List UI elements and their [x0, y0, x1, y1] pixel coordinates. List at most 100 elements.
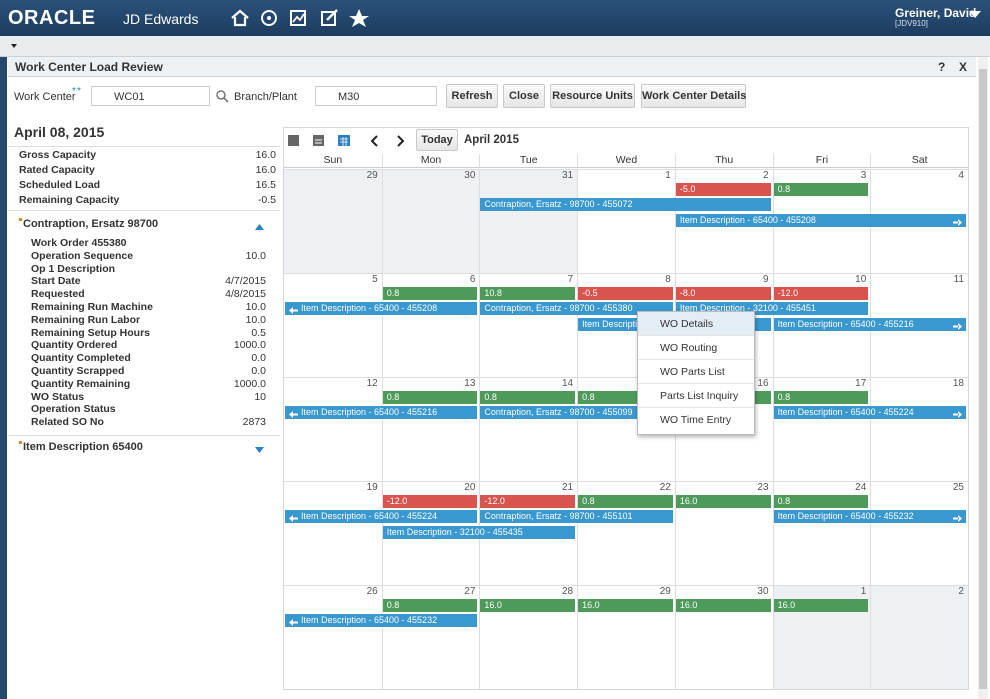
divider — [8, 435, 280, 436]
toggle-icon[interactable] — [255, 221, 264, 233]
close[interactable]: X — [959, 60, 968, 74]
load-chip[interactable]: 0.8 — [578, 495, 673, 508]
load-chip[interactable]: 16.0 — [675, 599, 771, 612]
day-cell[interactable] — [284, 273, 382, 377]
day-number: 19 — [366, 482, 378, 493]
menu-item[interactable]: Parts List Inquiry — [638, 384, 754, 408]
menu-item[interactable]: WO Details — [638, 312, 754, 336]
load-chip[interactable]: 0.8 — [480, 391, 576, 404]
scrollbar[interactable] — [978, 57, 988, 699]
load-chip[interactable]: 0.8 — [773, 183, 869, 196]
order-bar[interactable]: Item Description - 65400 - 455216 — [773, 318, 966, 331]
load-chip[interactable]: -5.0 — [675, 183, 771, 196]
order-bar[interactable]: Item Description - 65400 - 455216 — [285, 406, 478, 419]
detail-value: 10.0 — [245, 249, 266, 262]
order-bar[interactable]: Item Description - 65400 - 455208 — [675, 214, 966, 227]
load-chip[interactable]: -12.0 — [480, 495, 576, 508]
order-label: Contraption, Ersatz - 98700 - 455099 — [484, 407, 633, 417]
user-name[interactable]: Greiner, David — [895, 6, 977, 20]
day-cell[interactable] — [870, 481, 968, 585]
detail-label: Quantity Completed — [31, 352, 131, 365]
continue-arrow — [952, 217, 962, 227]
load-chip[interactable]: -8.0 — [675, 287, 771, 300]
load-chip[interactable]: 10.8 — [480, 287, 576, 300]
day-cell[interactable] — [284, 377, 382, 481]
day-number: 12 — [366, 378, 378, 389]
section-title[interactable]: Item Description 65400 — [23, 441, 143, 453]
today-button[interactable]: Today — [416, 129, 458, 151]
view-icons[interactable] — [288, 134, 358, 147]
toggle-icon[interactable] — [255, 444, 264, 456]
order-bar[interactable]: Contraption, Ersatz - 98700 - 455380 — [480, 302, 673, 315]
order-bar[interactable]: Item Description - 65400 - 455232 — [285, 614, 478, 627]
menu-item[interactable]: WO Routing — [638, 336, 754, 360]
button[interactable]: Work Center Details — [641, 84, 746, 108]
continue-arrow — [952, 409, 962, 419]
day-number: 4 — [958, 170, 964, 181]
day-cell[interactable] — [381, 169, 480, 273]
day-cell[interactable] — [284, 585, 382, 689]
capacity-value: 16.5 — [255, 179, 276, 191]
detail-label: WO Status — [31, 390, 85, 403]
order-bar[interactable]: Item Description - 65400 - 455224 — [285, 510, 478, 523]
day-cell[interactable] — [870, 585, 968, 689]
load-chip[interactable]: 0.8 — [773, 391, 869, 404]
capacity-value: -0.5 — [257, 194, 276, 206]
section-title[interactable]: Contraption, Ersatz 98700 — [23, 218, 159, 230]
day-number: 22 — [659, 482, 671, 493]
load-chip[interactable]: 16.0 — [480, 599, 576, 612]
top-bar: ORACLE JD Edwards Greiner, David [JDV910… — [0, 0, 990, 36]
load-chip[interactable]: 16.0 — [578, 599, 673, 612]
day-cell[interactable] — [870, 377, 968, 481]
button[interactable]: Resource Units — [550, 84, 635, 108]
day-number: 2 — [762, 170, 769, 181]
continue-arrow — [289, 617, 298, 627]
continue-arrow — [289, 513, 298, 523]
day-cell[interactable] — [284, 169, 382, 273]
load-chip[interactable]: -0.5 — [578, 287, 673, 300]
order-bar[interactable]: Contraption, Ersatz - 98700 - 455072 — [480, 198, 771, 211]
nav-icons[interactable] — [230, 8, 370, 28]
order-bar[interactable]: Item Description - 65400 - 455208 — [285, 302, 478, 315]
load-chip[interactable]: -12.0 — [382, 495, 478, 508]
nav-arrows[interactable] — [371, 135, 407, 147]
day-number: 25 — [952, 482, 964, 493]
order-bar[interactable]: Item Description - 65400 - 455232 — [773, 510, 966, 523]
order-bar[interactable]: Item Description - 32100 - 455435 — [382, 526, 576, 539]
menu-item[interactable]: WO Parts List — [638, 360, 754, 384]
day-number: 24 — [855, 482, 867, 493]
day-cell[interactable] — [577, 169, 675, 273]
load-chip[interactable]: 0.8 — [382, 391, 478, 404]
load-chip[interactable]: 0.8 — [382, 599, 478, 612]
field-input[interactable]: WC01 — [91, 86, 210, 106]
detail-value: 0.0 — [251, 365, 266, 377]
day-number: 23 — [757, 482, 769, 493]
search-icon[interactable] — [216, 90, 229, 103]
weekday: Mon — [381, 154, 480, 168]
side-strip[interactable] — [0, 57, 7, 699]
load-chip[interactable]: -12.0 — [773, 287, 869, 300]
order-bar[interactable]: Contraption, Ersatz - 98700 - 455099 — [480, 406, 673, 419]
day-cell[interactable] — [479, 169, 578, 273]
menu-item[interactable]: WO Time Entry — [660, 414, 732, 426]
load-chip[interactable]: 16.0 — [773, 599, 869, 612]
day-number: 2 — [958, 586, 964, 597]
button[interactable]: Close — [503, 84, 545, 108]
button[interactable]: Refresh — [446, 84, 498, 108]
load-chip[interactable]: 0.8 — [773, 495, 869, 508]
day-cell[interactable] — [284, 481, 382, 585]
continue-arrow — [289, 409, 298, 419]
help[interactable]: ? — [938, 60, 946, 74]
detail-value: 4/7/2015 — [225, 275, 266, 288]
load-chip[interactable]: 0.8 — [382, 287, 478, 300]
load-chip[interactable]: 16.0 — [675, 495, 771, 508]
order-bar[interactable]: Item Description - 65400 - 455224 — [773, 406, 966, 419]
user-menu-caret[interactable] — [969, 11, 981, 19]
detail-label: Op 1 Description — [31, 262, 116, 275]
order-bar[interactable]: Contraption, Ersatz - 98700 - 455101 — [480, 510, 673, 523]
day-number: 9 — [762, 274, 769, 285]
form-title: Work Center Load Review — [15, 60, 163, 74]
field-input[interactable]: M30 — [315, 86, 437, 106]
caret[interactable] — [11, 44, 17, 48]
detail-value: 4/8/2015 — [225, 288, 266, 301]
